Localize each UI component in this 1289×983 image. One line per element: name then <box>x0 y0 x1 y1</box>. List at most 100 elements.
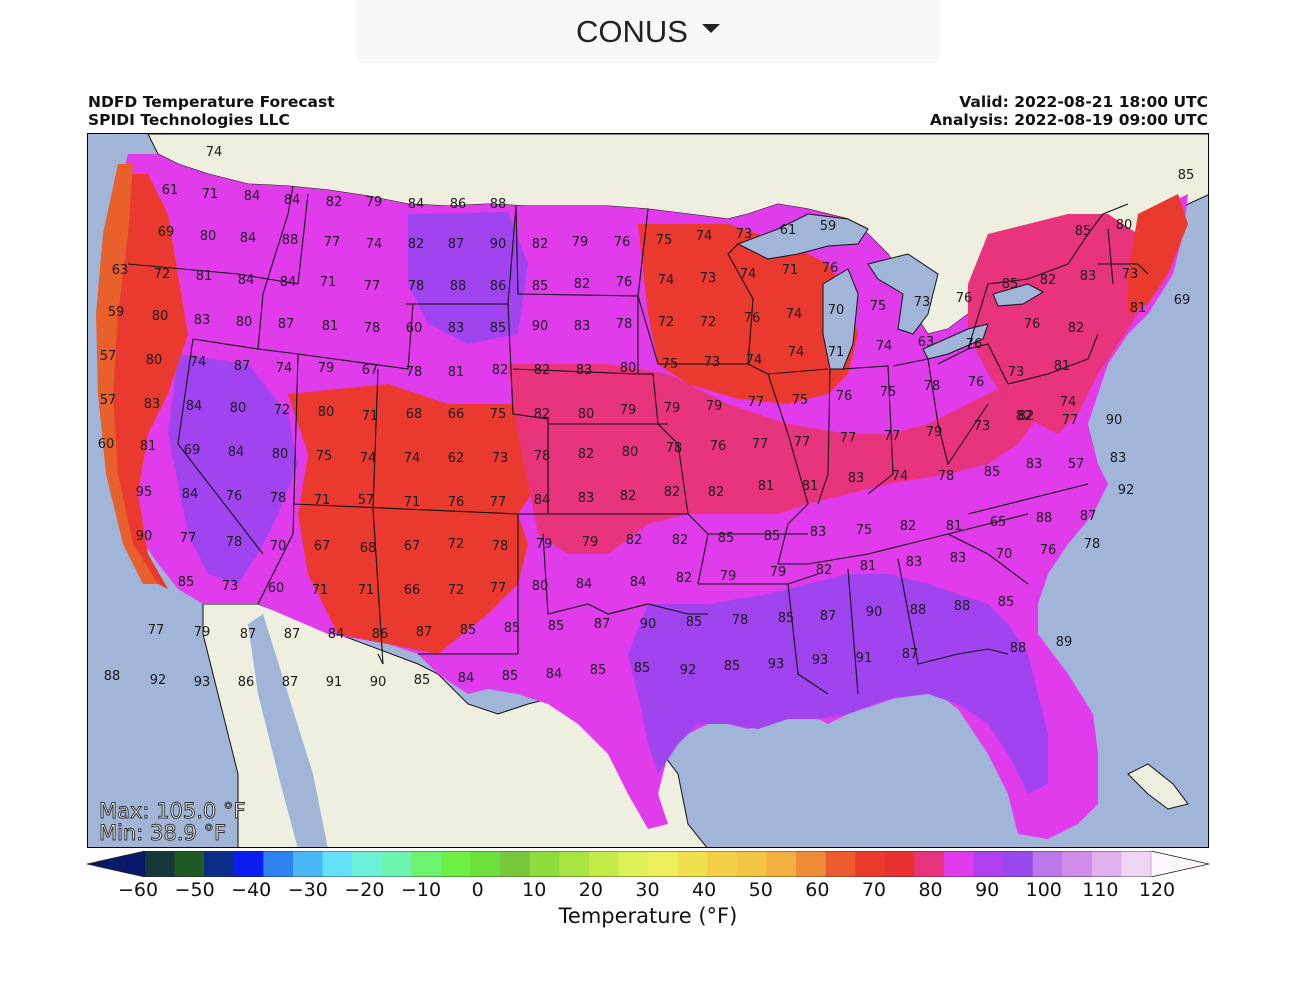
station-temp-label: 79 <box>664 401 681 416</box>
station-temp-label: 80 <box>532 579 549 594</box>
station-temp-label: 78 <box>938 469 955 484</box>
station-temp-label: 78 <box>1084 537 1101 552</box>
lake-michigan <box>822 268 859 370</box>
station-temp-label: 82 <box>1016 409 1033 424</box>
colorbar-segment <box>292 851 324 877</box>
station-temp-label: 81 <box>448 365 465 380</box>
region-dropdown[interactable]: CONUS <box>356 0 940 63</box>
station-temp-label: 70 <box>270 539 287 554</box>
station-temp-label: 71 <box>404 495 421 510</box>
station-temp-label: 74 <box>276 361 293 376</box>
station-temp-label: 80 <box>200 229 217 244</box>
station-temp-label: 72 <box>448 537 465 552</box>
station-temp-label: 87 <box>594 617 611 632</box>
station-temp-label: 78 <box>364 321 381 336</box>
station-temp-label: 76 <box>968 375 985 390</box>
station-temp-label: 84 <box>408 197 425 212</box>
station-temp-label: 65 <box>990 515 1007 530</box>
station-temp-label: 84 <box>186 399 203 414</box>
colorbar-tick-label: 30 <box>635 879 660 901</box>
station-temp-label: 82 <box>578 447 595 462</box>
station-temp-label: 72 <box>448 583 465 598</box>
station-temp-label: 74 <box>658 273 675 288</box>
station-temp-label: 82 <box>492 363 509 378</box>
colorbar-tick-label: 60 <box>805 879 830 901</box>
colorbar-tick-label: −10 <box>400 879 442 901</box>
station-temp-label: 73 <box>700 271 717 286</box>
station-temp-label: 93 <box>812 653 829 668</box>
colorbar-segment <box>1032 851 1063 877</box>
colorbar-extend-low <box>87 851 145 877</box>
station-temp-label: 74 <box>876 339 893 354</box>
station-temp-label: 75 <box>792 393 809 408</box>
station-temp-label: 84 <box>238 273 255 288</box>
station-temp-label: 72 <box>154 267 171 282</box>
colorbar-extend-high <box>1150 851 1209 877</box>
station-temp-label: 88 <box>910 603 927 618</box>
colorbar-segment <box>470 851 501 877</box>
station-temp-label: 73 <box>704 355 721 370</box>
station-temp-label: 82 <box>574 277 591 292</box>
station-temp-label: 60 <box>98 437 115 452</box>
station-temp-label: 85 <box>764 529 781 544</box>
station-temp-label: 80 <box>236 315 253 330</box>
station-temp-label: 83 <box>1026 457 1043 472</box>
station-temp-label: 87 <box>278 317 295 332</box>
station-temp-label: 85 <box>718 531 735 546</box>
station-temp-label: 88 <box>104 669 121 684</box>
gulf-of-california <box>248 614 328 847</box>
station-temp-label: 95 <box>136 485 153 500</box>
station-temp-label: 69 <box>1174 293 1191 308</box>
station-temp-label: 76 <box>956 291 973 306</box>
station-temp-label: 85 <box>490 321 507 336</box>
station-temp-label: 81 <box>140 439 157 454</box>
station-temp-label: 67 <box>314 539 331 554</box>
station-temp-label: 80 <box>146 353 163 368</box>
station-temp-label: 90 <box>640 617 657 632</box>
station-temp-label: 79 <box>536 537 553 552</box>
colorbar-segment <box>884 851 915 877</box>
colorbar-tick-label: −30 <box>287 879 328 901</box>
colorbar-segment <box>1003 851 1034 877</box>
station-temp-label: 66 <box>404 583 421 598</box>
station-temp-label: 81 <box>1130 301 1147 316</box>
region-dropdown-label: CONUS <box>576 13 688 49</box>
station-temp-label: 79 <box>582 535 599 550</box>
station-temp-label: 82 <box>534 407 551 422</box>
station-temp-label: 88 <box>490 197 507 212</box>
colorbar-segment <box>973 851 1004 877</box>
station-temp-label: 76 <box>966 337 983 352</box>
colorbar-tick-label: 10 <box>522 879 547 901</box>
station-temp-label: 74 <box>1060 395 1077 410</box>
station-temp-label: 82 <box>626 533 643 548</box>
station-temp-label: 71 <box>320 275 337 290</box>
station-temp-label: 75 <box>880 385 897 400</box>
station-temp-label: 76 <box>1040 543 1057 558</box>
station-temp-label: 82 <box>408 237 425 252</box>
station-temp-label: 80 <box>620 361 637 376</box>
station-temp-label: 79 <box>770 565 787 580</box>
station-temp-label: 78 <box>270 491 287 506</box>
station-temp-label: 84 <box>244 189 261 204</box>
station-temp-label: 83 <box>1080 269 1097 284</box>
colorbar-tick-label: 90 <box>975 879 1000 901</box>
station-temp-label: 74 <box>366 237 383 252</box>
station-temp-label: 90 <box>370 675 387 690</box>
station-temp-label: 84 <box>284 193 301 208</box>
station-temp-label: 61 <box>780 223 797 238</box>
station-temp-label: 78 <box>226 535 243 550</box>
station-temp-label: 84 <box>534 493 551 508</box>
station-temp-label: 73 <box>1008 365 1025 380</box>
station-temp-label: 76 <box>614 235 631 250</box>
station-temp-label: 79 <box>572 235 589 250</box>
station-temp-label: 75 <box>856 523 873 538</box>
station-temp-label: 77 <box>148 623 165 638</box>
state-boundaries <box>127 185 1149 695</box>
station-temp-label: 74 <box>786 307 803 322</box>
lake-superior <box>736 213 869 260</box>
station-temp-label: 93 <box>194 675 211 690</box>
station-temp-label: 78 <box>616 317 633 332</box>
station-temp-label: 79 <box>366 195 383 210</box>
station-temp-label: 87 <box>416 625 433 640</box>
station-temp-label: 75 <box>656 233 673 248</box>
